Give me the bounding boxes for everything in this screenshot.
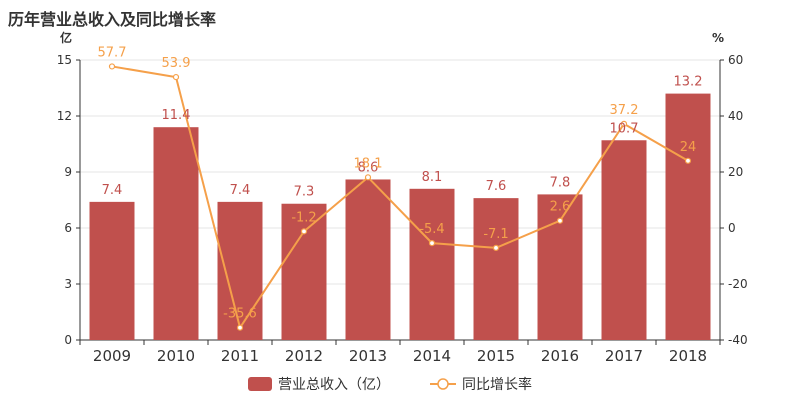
bar xyxy=(281,203,327,340)
x-tick-label: 2013 xyxy=(349,347,387,365)
line-point xyxy=(556,217,564,224)
line-point xyxy=(364,174,372,181)
axes: 0 3 6 9 12 15 -40 -20 0 20 40 60 亿 % 2009 2010 2011 2012 2… xyxy=(57,30,748,365)
x-tick-label: 2015 xyxy=(477,347,515,365)
y-left-unit: 亿 xyxy=(60,30,72,45)
line-point xyxy=(620,120,628,127)
bar xyxy=(153,127,199,340)
bar xyxy=(345,179,391,340)
y-left-tick-label: 12 xyxy=(57,109,72,123)
y-right-tick-label: 40 xyxy=(728,109,743,123)
data-labels: 7.4 11.4 7.4 7.3 8.6 8.1 7.6 7.8 10.7 13.2 57.7 53.… xyxy=(98,45,703,321)
bar-value-label: 8.1 xyxy=(422,170,443,185)
y-left-tick-label: 6 xyxy=(64,221,72,235)
line-value-label: 57.7 xyxy=(98,45,127,60)
bar-series xyxy=(89,93,711,340)
line-value-label: -35.6 xyxy=(223,307,257,322)
bar xyxy=(409,188,455,340)
line-value-label: 24 xyxy=(680,140,697,155)
y-right-tick-label: 20 xyxy=(728,165,743,179)
bar-value-label: 8.6 xyxy=(358,160,379,175)
y-right-tick-label: -40 xyxy=(728,333,748,347)
bar-value-label: 7.6 xyxy=(486,179,507,194)
line-point xyxy=(492,244,500,251)
y-right-tick-label: 60 xyxy=(728,53,743,67)
x-tick-label: 2017 xyxy=(605,347,643,365)
bar xyxy=(601,140,647,340)
bar xyxy=(665,93,711,340)
bar-value-label: 13.2 xyxy=(674,75,703,90)
y-left-tick-label: 9 xyxy=(64,165,72,179)
bar-value-label: 7.8 xyxy=(550,175,571,190)
line-point xyxy=(684,157,692,164)
y-left-tick-label: 3 xyxy=(64,277,72,291)
bar-value-label: 7.4 xyxy=(230,183,251,198)
line-value-label: 2.6 xyxy=(550,200,571,215)
line-value-label: -7.1 xyxy=(483,227,508,242)
y-right-unit: % xyxy=(712,31,724,45)
line-point xyxy=(428,240,436,247)
legend: 营业总收入（亿） 同比增长率 xyxy=(248,376,532,393)
chart-title: 历年营业总收入及同比增长率 xyxy=(8,10,217,29)
bar-value-label: 7.4 xyxy=(102,183,123,198)
line-series xyxy=(108,63,692,331)
bar xyxy=(473,198,519,340)
x-tick-label: 2009 xyxy=(93,347,131,365)
x-tick-label: 2014 xyxy=(413,347,451,365)
x-tick-label: 2011 xyxy=(221,347,259,365)
legend-bar-label: 营业总收入（亿） xyxy=(278,377,390,393)
line-value-label: -5.4 xyxy=(419,222,444,237)
bar xyxy=(89,201,135,340)
bar xyxy=(537,194,583,340)
legend-line-label: 同比增长率 xyxy=(462,376,532,393)
line-point xyxy=(236,324,244,331)
x-tick-label: 2012 xyxy=(285,347,323,365)
y-left-tick-label: 0 xyxy=(64,333,72,347)
x-tick-label: 2010 xyxy=(157,347,195,365)
y-left-tick-label: 15 xyxy=(57,53,72,67)
line-value-label: -1.2 xyxy=(291,210,316,225)
bar-value-label: 11.4 xyxy=(162,108,191,123)
line-value-label: 18.1 xyxy=(354,156,383,171)
line-point xyxy=(108,63,116,70)
line-point xyxy=(300,228,308,235)
growth-line xyxy=(111,65,689,331)
legend-line-marker xyxy=(437,378,449,390)
line-value-label: 37.2 xyxy=(610,103,639,118)
legend-bar-swatch xyxy=(248,377,272,391)
x-tick-label: 2016 xyxy=(541,347,579,365)
bar-value-label: 10.7 xyxy=(610,121,639,136)
line-point xyxy=(172,73,180,81)
y-right-tick-label: 0 xyxy=(728,221,736,235)
line-value-label: 53.9 xyxy=(162,56,191,71)
y-right-tick-label: -20 xyxy=(728,277,748,291)
bar-value-label: 7.3 xyxy=(294,185,315,200)
x-tick-label: 2018 xyxy=(669,347,707,365)
